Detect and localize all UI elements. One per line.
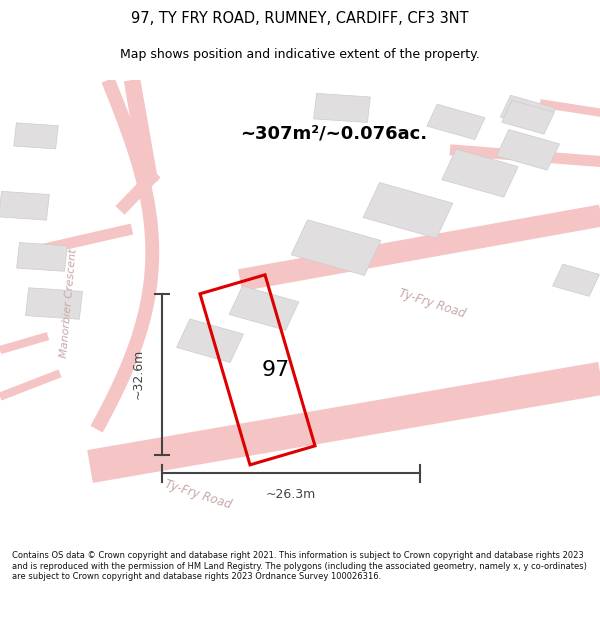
Polygon shape	[17, 242, 67, 271]
Text: ~26.3m: ~26.3m	[266, 488, 316, 501]
Polygon shape	[229, 286, 299, 331]
Polygon shape	[314, 93, 370, 122]
Polygon shape	[291, 220, 381, 276]
Polygon shape	[496, 129, 560, 170]
Polygon shape	[176, 319, 244, 362]
Polygon shape	[0, 191, 49, 220]
Text: 97: 97	[262, 360, 290, 380]
Polygon shape	[442, 149, 518, 198]
Polygon shape	[553, 264, 599, 296]
Polygon shape	[26, 288, 82, 319]
Polygon shape	[363, 182, 453, 238]
Polygon shape	[500, 95, 556, 130]
Text: Map shows position and indicative extent of the property.: Map shows position and indicative extent…	[120, 48, 480, 61]
Text: ~32.6m: ~32.6m	[131, 349, 145, 399]
Text: 97, TY FRY ROAD, RUMNEY, CARDIFF, CF3 3NT: 97, TY FRY ROAD, RUMNEY, CARDIFF, CF3 3N…	[131, 11, 469, 26]
Polygon shape	[14, 123, 58, 149]
Text: ~307m²/~0.076ac.: ~307m²/~0.076ac.	[240, 124, 427, 142]
Polygon shape	[502, 101, 554, 134]
Text: Contains OS data © Crown copyright and database right 2021. This information is : Contains OS data © Crown copyright and d…	[12, 551, 587, 581]
Text: Ty-Fry Road: Ty-Fry Road	[397, 287, 467, 321]
Text: Manorbier Crescent: Manorbier Crescent	[59, 249, 79, 359]
Text: Ty-Fry Road: Ty-Fry Road	[163, 478, 233, 511]
Polygon shape	[427, 104, 485, 139]
